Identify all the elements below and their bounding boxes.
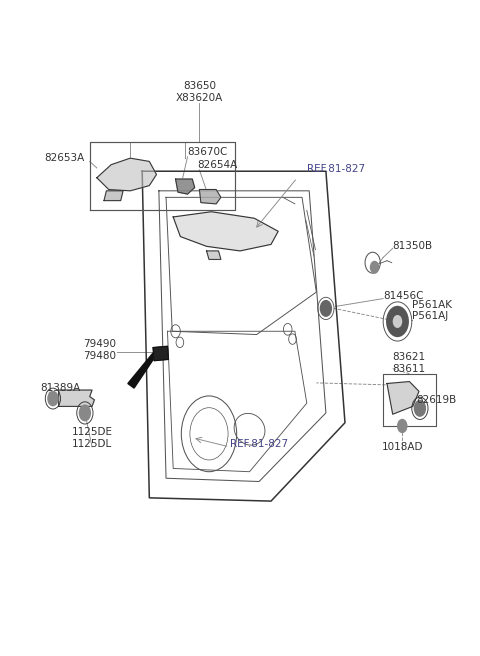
- Polygon shape: [173, 212, 278, 251]
- Text: 82654A: 82654A: [197, 160, 237, 170]
- Polygon shape: [153, 346, 168, 361]
- Circle shape: [414, 400, 426, 417]
- Polygon shape: [59, 390, 95, 406]
- Text: REF.81-827: REF.81-827: [230, 439, 288, 449]
- Text: 82619B: 82619B: [417, 395, 457, 405]
- Text: 1125DE
1125DL: 1125DE 1125DL: [72, 427, 113, 449]
- Polygon shape: [128, 353, 155, 388]
- Text: 83670C: 83670C: [188, 147, 228, 157]
- Text: 1018AD: 1018AD: [382, 442, 423, 452]
- Polygon shape: [104, 191, 123, 201]
- Text: 81456C: 81456C: [383, 291, 424, 300]
- Circle shape: [79, 405, 91, 421]
- Text: 83621
83611: 83621 83611: [393, 352, 426, 374]
- Text: P561AK
P561AJ: P561AK P561AJ: [412, 300, 452, 321]
- Circle shape: [397, 419, 408, 433]
- Text: 82653A: 82653A: [45, 154, 85, 163]
- Text: 81350B: 81350B: [393, 241, 433, 251]
- Text: 79490
79480: 79490 79480: [83, 339, 116, 361]
- Polygon shape: [206, 251, 221, 259]
- Circle shape: [47, 391, 59, 406]
- Circle shape: [370, 260, 379, 274]
- Polygon shape: [199, 190, 221, 204]
- Circle shape: [393, 315, 402, 328]
- Polygon shape: [97, 158, 156, 191]
- Circle shape: [386, 306, 409, 337]
- Text: REF.81-827: REF.81-827: [307, 165, 365, 174]
- Text: 83650
X83620A: 83650 X83620A: [176, 81, 223, 102]
- Polygon shape: [387, 382, 419, 414]
- Text: 81389A: 81389A: [40, 383, 81, 394]
- Circle shape: [320, 300, 332, 317]
- Polygon shape: [176, 179, 195, 194]
